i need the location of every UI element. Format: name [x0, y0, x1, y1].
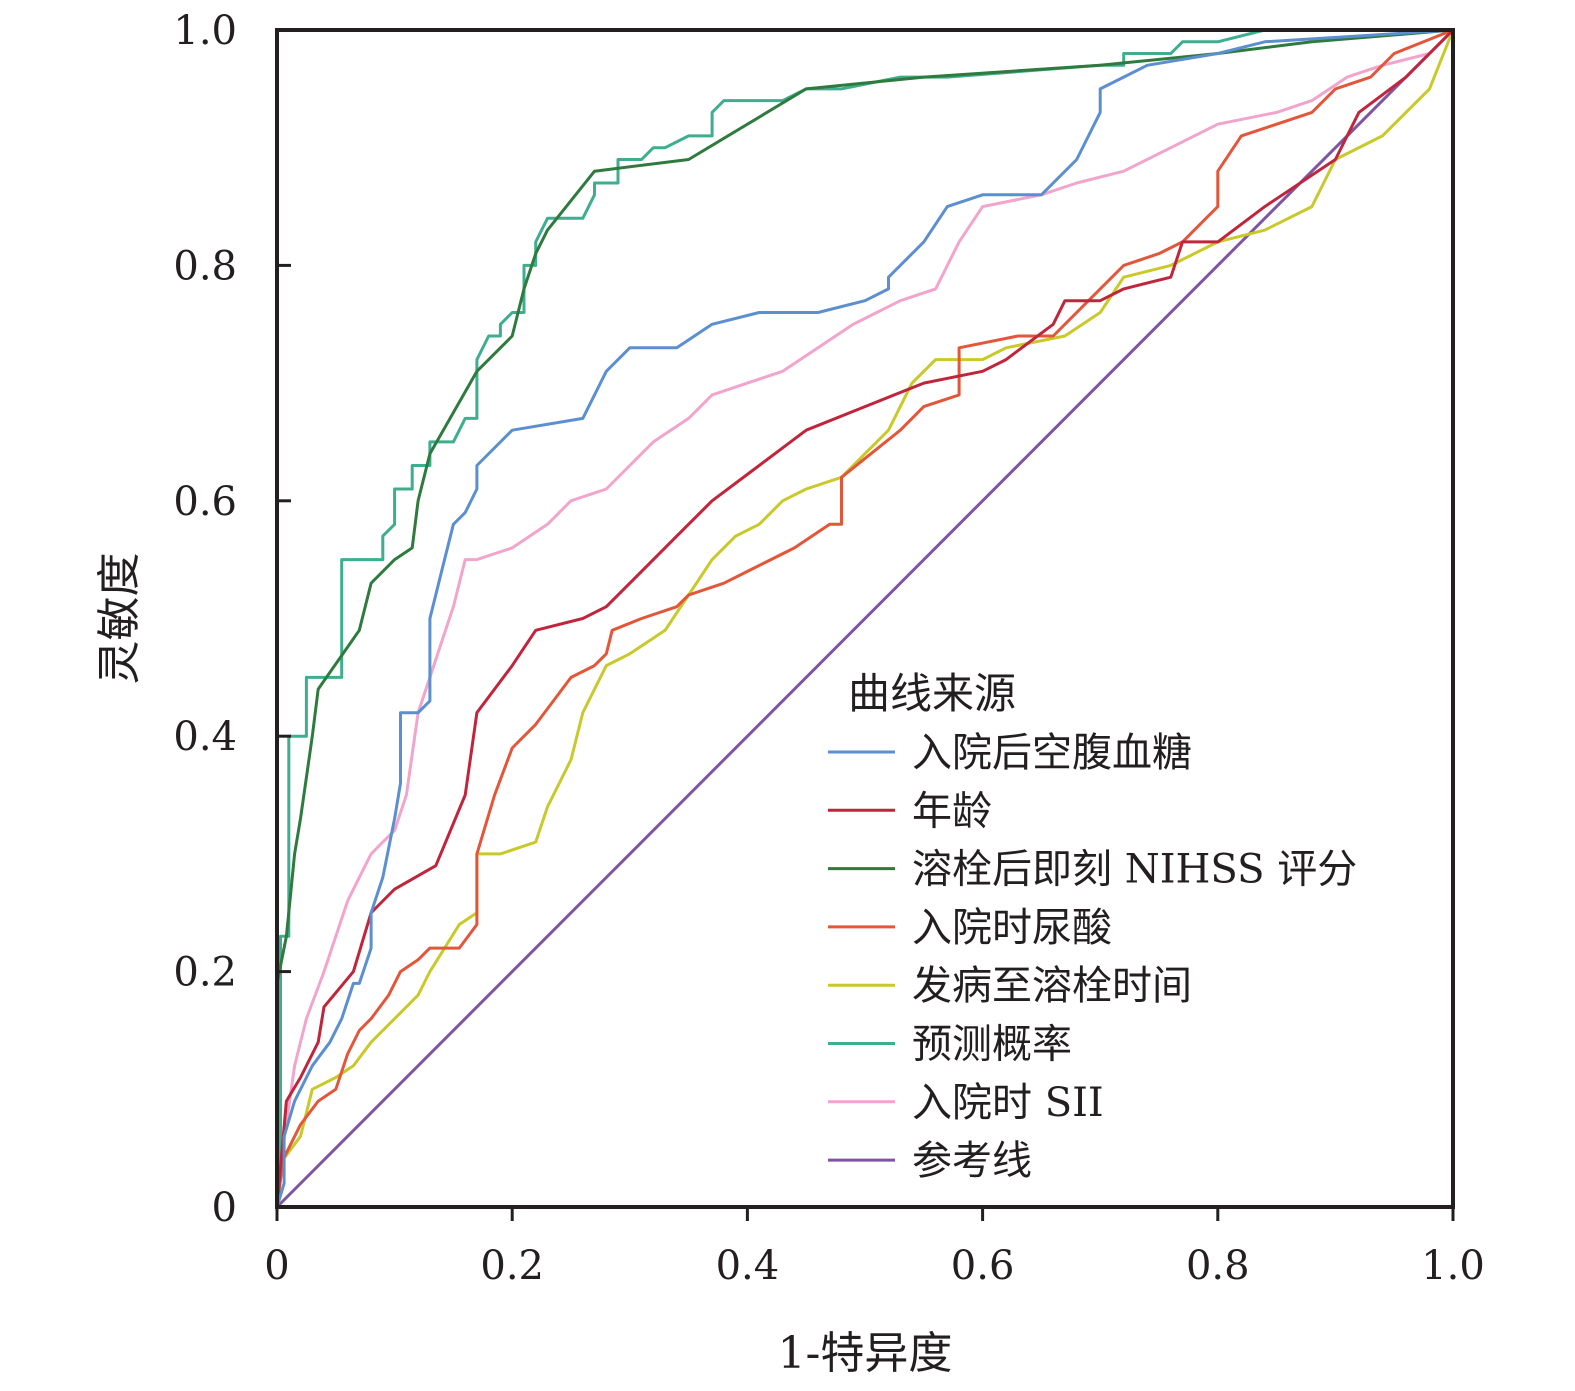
legend-label: 预测概率: [912, 1022, 1072, 1068]
plot-frame: [275, 28, 1455, 1209]
y-tick-label: 0.8: [173, 243, 237, 289]
series-line-8: [275, 28, 1455, 1209]
legend-title: 曲线来源: [848, 669, 1016, 718]
series-line-3: [275, 28, 1454, 984]
x-tick-label: 0.8: [1186, 1243, 1250, 1289]
x-tick-label: 0.2: [480, 1243, 544, 1289]
y-tick-label: 0: [212, 1185, 237, 1231]
legend-label: 年龄: [912, 788, 992, 834]
series-line-5: [275, 29, 1455, 1208]
x-tick-label: 0: [264, 1243, 289, 1289]
x-tick-label: 0.4: [716, 1243, 780, 1289]
series-line-1: [275, 28, 1454, 1208]
series-line-4: [275, 28, 1454, 1208]
legend-label: 溶栓后即刻 NIHSS 评分: [912, 847, 1357, 893]
series-layer: [275, 28, 1455, 1209]
x-tick-label: 1.0: [1421, 1243, 1485, 1289]
legend-label: 入院后空腹血糖: [912, 730, 1192, 776]
y-tick-label: 0.2: [173, 950, 237, 996]
legend-label: 入院时尿酸: [912, 905, 1112, 951]
series-line-7: [275, 28, 1455, 1208]
legend-label: 入院时 SII: [912, 1080, 1104, 1126]
y-tick-label: 1.0: [173, 8, 237, 54]
axis-ticks: 0 0.2 0.4 0.6 0.8 1.0 0 0.2 0.4 0.6 0.8 1.0: [173, 8, 1484, 1289]
y-tick-label: 0.4: [173, 714, 237, 760]
y-axis-title: 灵敏度: [94, 553, 145, 685]
y-tick-label: 0.6: [173, 479, 237, 525]
legend-label: 发病至溶栓时间: [912, 963, 1192, 1009]
legend-label: 参考线: [912, 1138, 1032, 1184]
x-axis-title: 1-特异度: [778, 1328, 953, 1379]
x-tick-label: 0.6: [951, 1243, 1015, 1289]
